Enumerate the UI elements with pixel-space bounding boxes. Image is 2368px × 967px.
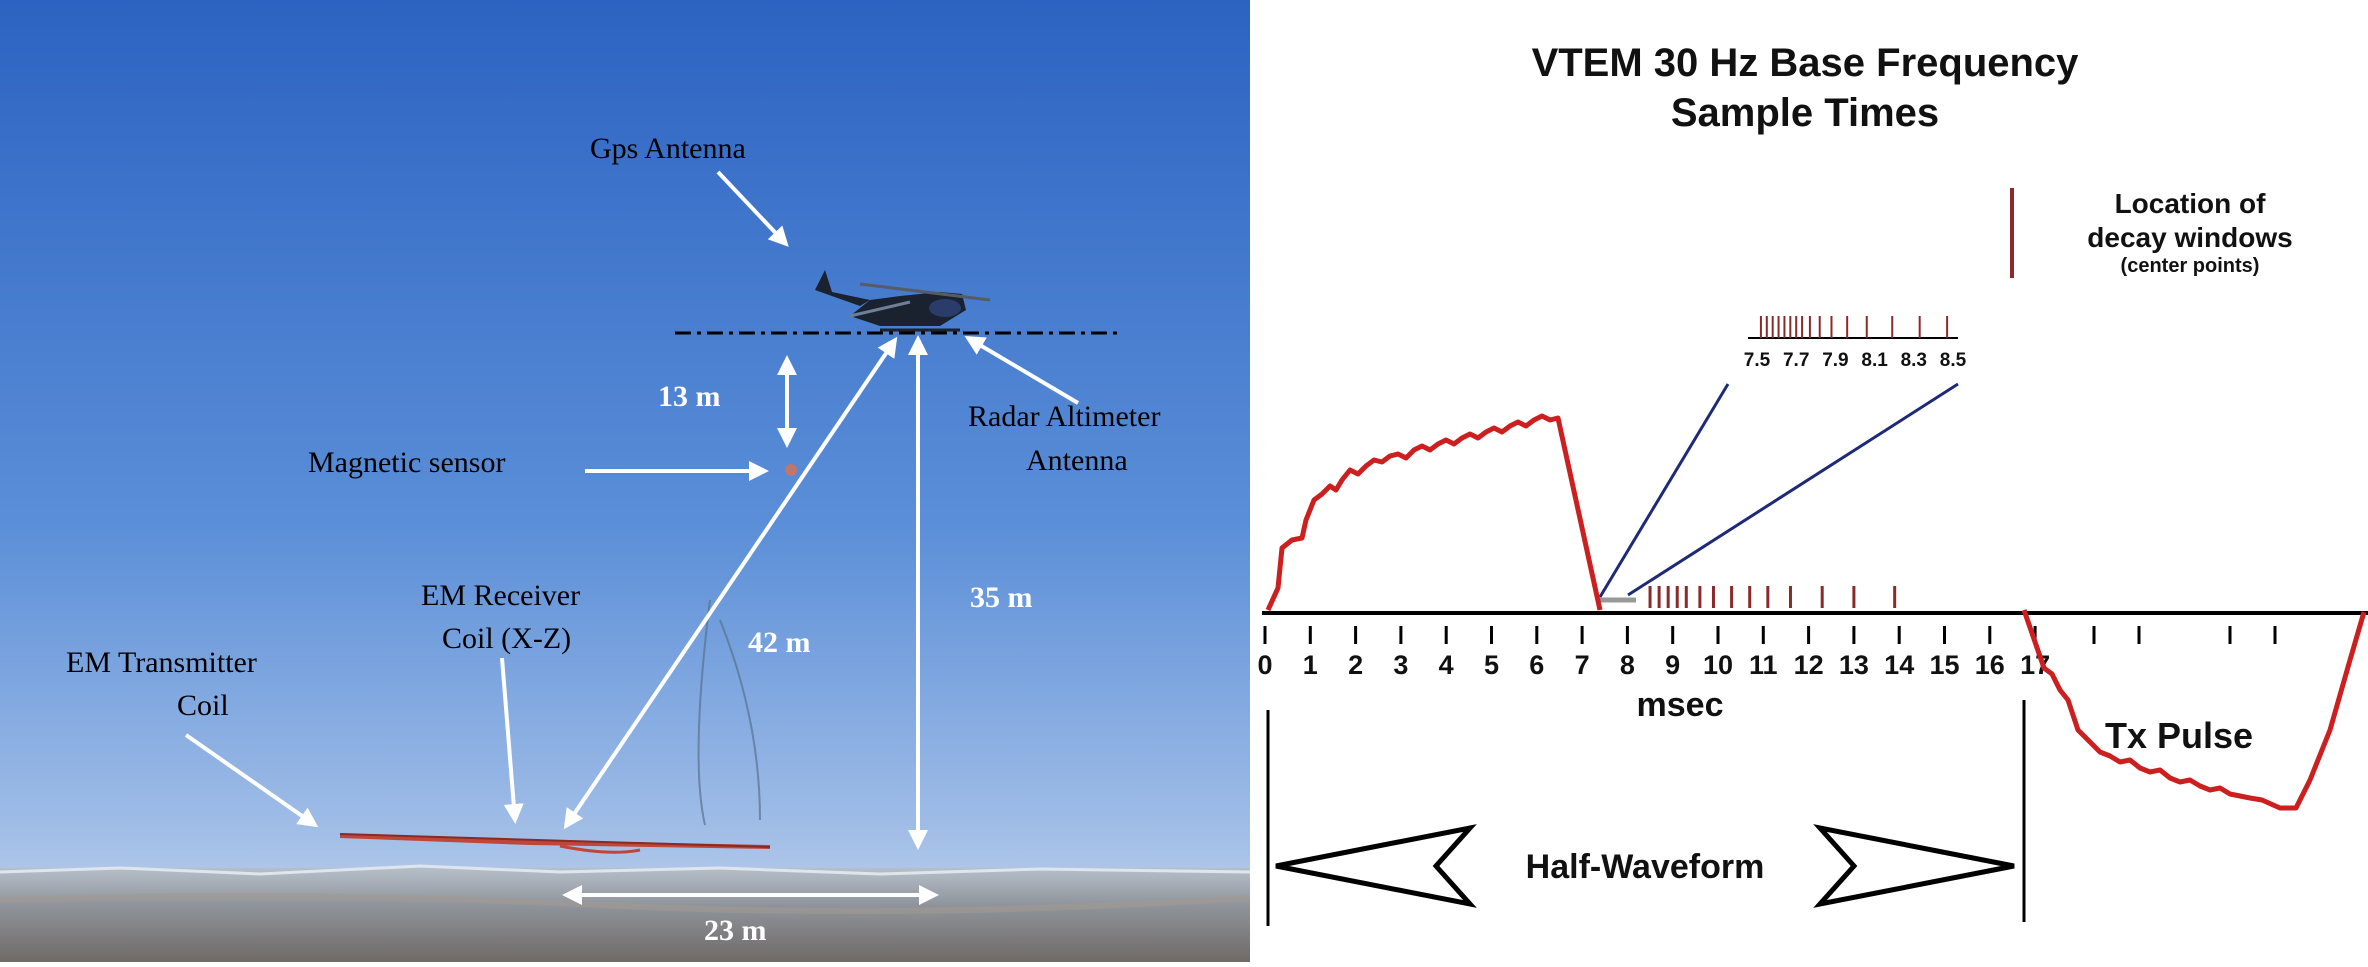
zoom-line-left [1598, 383, 1730, 598]
horizon-ridge [0, 864, 1251, 876]
receiver-pointer-arrow [500, 657, 524, 824]
axis-tick-label-8: 8 [1620, 650, 1635, 680]
axis-tick-label-17: 17 [2020, 650, 2050, 680]
inset-tick-label-8.5: 8.5 [1940, 350, 1967, 371]
axis-tick-label-15: 15 [1929, 650, 1959, 680]
axis-tick-label-3: 3 [1393, 650, 1408, 680]
legend-line1: Location of [2115, 188, 2267, 219]
decay-window-marks [1648, 586, 1897, 608]
half-waveform-label: Half-Waveform [1526, 848, 1765, 886]
axis-unit-label: msec [1637, 686, 1724, 724]
waveform-title-line2: Sample Times [1671, 91, 1939, 135]
axis-tick-label-2: 2 [1348, 650, 1363, 680]
axis-tick-label-5: 5 [1484, 650, 1499, 680]
inset-tick-label-7.7: 7.7 [1783, 350, 1809, 371]
mag-offset-distance: 13 m [658, 380, 721, 413]
inset-tick-label-7.9: 7.9 [1822, 350, 1848, 371]
half-waveform-right-arrow [1813, 824, 2015, 908]
slant-distance: 42 m [748, 626, 811, 659]
transmitter-label-line2: Coil [177, 689, 229, 722]
axis-tick-label-11: 11 [1749, 650, 1778, 680]
slant-distance-arrow [563, 336, 898, 830]
gps-pointer-arrow [716, 170, 789, 247]
axis-tick-label-6: 6 [1529, 650, 1544, 680]
inset-tick-labels: 7.5 7.7 7.9 8.1 8.3 8.5 [1744, 350, 1967, 371]
legend-line3: (center points) [2121, 255, 2260, 277]
inset-tick-label-8.3: 8.3 [1901, 350, 1927, 371]
transmitter-pointer-arrow [184, 733, 319, 828]
axis-tick-label-12: 12 [1794, 650, 1824, 680]
magnetic-sensor-label: Magnetic sensor [308, 446, 505, 479]
magnetic-sensor-bird [785, 464, 797, 476]
waveform-title-line1: VTEM 30 Hz Base Frequency [1532, 41, 2080, 85]
inset-tick-label-7.5: 7.5 [1744, 350, 1771, 371]
radar-pointer-arrow [964, 335, 1080, 405]
terrain-band [0, 893, 1251, 915]
inset-zoom: 7.5 7.7 7.9 8.1 8.3 8.5 [1598, 316, 1967, 598]
survey-photo: Gps Antenna Radar Altimeter Antenna Magn… [0, 0, 1251, 962]
radar-label-line1: Radar Altimeter [968, 400, 1160, 433]
waveform-diagram: VTEM 30 Hz Base Frequency Sample Times L… [1252, 0, 2368, 962]
axis-tick-label-1: 1 [1303, 650, 1318, 680]
vertical-distance: 35 m [970, 581, 1033, 614]
tx-waveform-negative [2021, 609, 2367, 811]
ground [0, 868, 1250, 962]
tx-waveform-positive [1265, 413, 1603, 612]
tx-pulse-label: Tx Pulse [2105, 715, 2253, 756]
axis-tick-label-10: 10 [1703, 650, 1733, 680]
transmitter-label-line1: EM Transmitter [66, 646, 257, 679]
axis-tick-label-16: 16 [1975, 650, 2005, 680]
inset-tick-label-8.1: 8.1 [1861, 350, 1888, 371]
helicopter [815, 270, 991, 332]
waveform-background [1252, 0, 2368, 962]
time-axis-ticks: 0 1 2 3 4 5 6 7 8 9 10 11 12 13 14 15 16 17 [1257, 626, 2277, 680]
radar-label-line2: Antenna [1026, 444, 1128, 477]
em-transmitter-loop [339, 833, 771, 854]
axis-tick-label-9: 9 [1665, 650, 1680, 680]
horizontal-distance: 23 m [704, 914, 767, 947]
receiver-label-line2: Coil (X-Z) [442, 622, 571, 655]
axis-tick-label-0: 0 [1257, 650, 1272, 680]
axis-tick-label-7: 7 [1575, 650, 1590, 680]
axis-tick-label-4: 4 [1439, 650, 1454, 680]
gps-antenna-label: Gps Antenna [590, 132, 746, 165]
legend-line2: decay windows [2087, 222, 2292, 253]
inset-window-marks [1759, 316, 1949, 338]
receiver-label-line1: EM Receiver [421, 579, 580, 612]
zoom-line-right [1627, 382, 1959, 597]
axis-tick-label-14: 14 [1884, 650, 1914, 680]
half-waveform-left-arrow [1275, 824, 1477, 908]
axis-tick-label-13: 13 [1839, 650, 1869, 680]
